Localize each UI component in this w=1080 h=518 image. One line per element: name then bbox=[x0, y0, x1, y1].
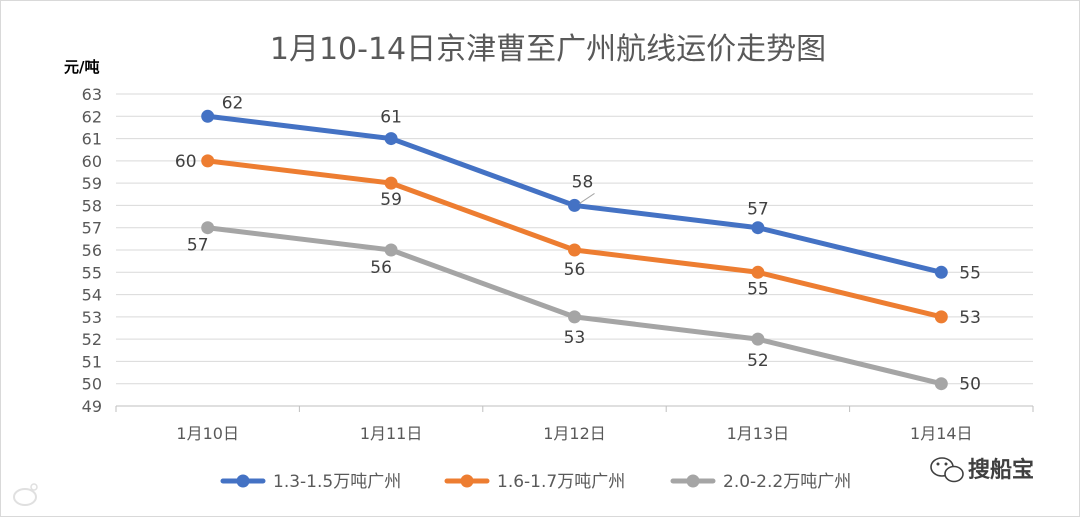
legend-item: 1.6-1.7万吨广州 bbox=[444, 472, 625, 492]
legend-item: 2.0-2.2万吨广州 bbox=[670, 472, 851, 492]
watermark-left: 大数跨境 bbox=[13, 483, 111, 508]
series-2: 60 59 56 55 53 bbox=[175, 152, 981, 328]
series-group: 62 61 58 57 55 60 59 56 55 53 57 56 53 52 50 bbox=[175, 93, 981, 394]
legend-label: 1.3-1.5万吨广州 bbox=[273, 472, 401, 492]
y-axis-unit-label: 元/吨 bbox=[64, 58, 99, 76]
gridlines bbox=[116, 93, 1033, 385]
data-point bbox=[751, 221, 765, 235]
y-tick-label: 56 bbox=[82, 241, 102, 260]
data-point bbox=[384, 176, 398, 190]
x-tick-label: 1月14日 bbox=[910, 424, 973, 443]
x-tick-label: 1月12日 bbox=[543, 424, 606, 443]
y-tick-label: 51 bbox=[82, 352, 102, 371]
data-label: 61 bbox=[380, 108, 402, 128]
data-point bbox=[384, 132, 398, 146]
y-tick-label: 52 bbox=[82, 330, 102, 349]
legend-label: 1.6-1.7万吨广州 bbox=[497, 472, 625, 492]
y-tick-label: 49 bbox=[82, 397, 102, 416]
y-tick-label: 63 bbox=[82, 85, 102, 104]
y-tick-label: 54 bbox=[82, 286, 102, 305]
data-point bbox=[568, 198, 581, 212]
legend: 1.3-1.5万吨广州 1.6-1.7万吨广州 2.0-2.2万吨广州 bbox=[220, 472, 851, 492]
data-label: 55 bbox=[959, 263, 981, 283]
data-point bbox=[201, 154, 215, 168]
y-tick-label: 50 bbox=[82, 375, 102, 394]
y-tick-label: 60 bbox=[82, 152, 102, 171]
weibo-logo-icon bbox=[13, 483, 38, 506]
y-axis-ticks: 49 50 51 52 53 54 55 56 57 58 59 60 61 62 63 bbox=[82, 85, 102, 416]
data-label: 59 bbox=[380, 190, 402, 210]
chart-title: 1月10-14日京津曹至广州航线运价走势图 bbox=[270, 32, 826, 67]
legend-swatch-marker bbox=[460, 474, 474, 488]
x-tick-label: 1月13日 bbox=[727, 424, 790, 443]
y-tick-label: 62 bbox=[82, 107, 102, 126]
legend-swatch-marker bbox=[686, 474, 700, 488]
data-point bbox=[568, 243, 581, 257]
series-3: 57 56 53 52 50 bbox=[187, 221, 981, 395]
data-point bbox=[751, 332, 765, 346]
y-tick-label: 58 bbox=[82, 196, 102, 215]
data-label: 53 bbox=[564, 328, 586, 348]
legend-label: 2.0-2.2万吨广州 bbox=[723, 472, 851, 492]
data-label: 60 bbox=[175, 152, 197, 172]
data-label: 58 bbox=[572, 172, 594, 192]
data-label: 55 bbox=[747, 279, 769, 299]
legend-item: 1.3-1.5万吨广州 bbox=[220, 472, 401, 492]
data-label: 52 bbox=[747, 351, 769, 371]
series-1: 62 61 58 57 55 bbox=[201, 93, 981, 283]
data-point bbox=[201, 221, 215, 235]
data-label: 57 bbox=[747, 200, 769, 220]
x-tick-label: 1月11日 bbox=[360, 424, 423, 443]
label-leader-line bbox=[579, 193, 595, 204]
watermark-left-text: 大数跨境 bbox=[43, 488, 111, 508]
y-tick-label: 59 bbox=[82, 174, 102, 193]
data-label: 57 bbox=[187, 236, 209, 256]
data-label: 56 bbox=[564, 260, 586, 280]
data-point bbox=[751, 265, 765, 279]
data-point bbox=[201, 109, 215, 123]
x-axis: 1月10日 1月11日 1月12日 1月13日 1月14日 bbox=[115, 405, 1034, 443]
data-point bbox=[568, 310, 581, 324]
wechat-logo-icon bbox=[930, 457, 964, 483]
data-label: 56 bbox=[370, 258, 392, 278]
legend-swatch-marker bbox=[236, 474, 250, 488]
y-tick-label: 61 bbox=[82, 130, 102, 149]
data-point bbox=[934, 377, 948, 391]
data-label: 50 bbox=[959, 375, 981, 395]
watermark-right: 搜船宝 bbox=[930, 457, 1034, 483]
y-tick-label: 57 bbox=[82, 219, 102, 238]
watermark-right-text: 搜船宝 bbox=[968, 457, 1034, 483]
x-tick-label: 1月10日 bbox=[176, 424, 239, 443]
data-point bbox=[934, 265, 948, 279]
data-point bbox=[384, 243, 398, 257]
data-point bbox=[934, 310, 948, 324]
y-tick-label: 53 bbox=[82, 308, 102, 327]
data-label: 53 bbox=[959, 308, 981, 328]
data-label: 62 bbox=[222, 93, 244, 113]
y-tick-label: 55 bbox=[82, 263, 102, 282]
